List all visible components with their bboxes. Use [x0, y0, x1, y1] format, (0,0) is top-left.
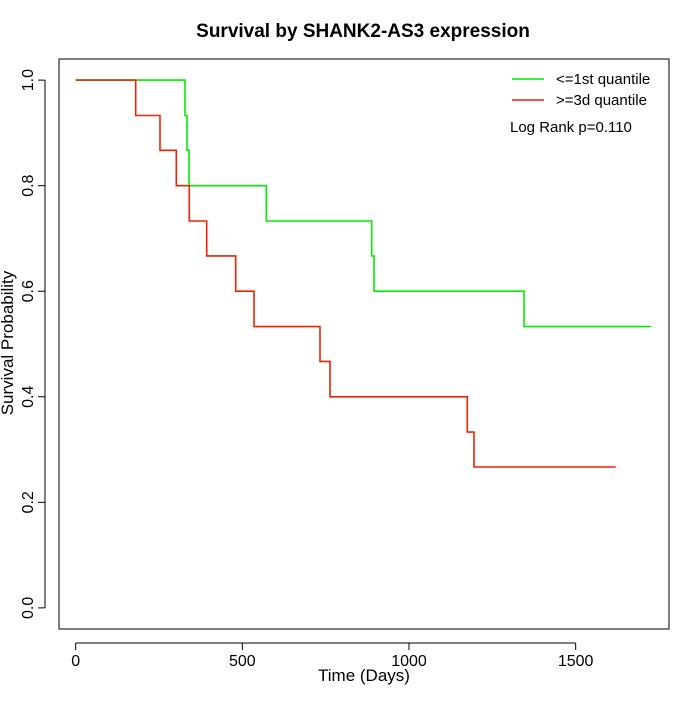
y-tick-label: 0.0 — [20, 597, 37, 619]
x-tick-label: 1000 — [391, 653, 427, 670]
y-tick-label: 0.8 — [20, 174, 37, 196]
plot-frame — [58, 58, 670, 630]
y-tick-label: 1.0 — [20, 69, 37, 91]
x-tick-label: 1500 — [558, 653, 594, 670]
x-axis: 0 500 1000 1500 — [71, 642, 594, 670]
x-tick-label: 500 — [229, 653, 256, 670]
survival-curve-2 — [75, 79, 616, 468]
chart-title: Survival by SHANK2-AS3 expression — [196, 21, 530, 42]
x-axis-label: Time (Days) — [318, 666, 410, 685]
y-tick-label: 0.6 — [20, 280, 37, 302]
y-axis-label: Survival Probability — [0, 270, 17, 415]
legend-label: >=3d quantile — [556, 92, 647, 109]
x-tick-label: 0 — [71, 653, 80, 670]
y-tick-label: 0.2 — [20, 491, 37, 513]
series-group — [75, 79, 651, 468]
log-rank-annotation: Log Rank p=0.110 — [510, 119, 632, 136]
survival-curve-1 — [75, 79, 651, 328]
legend-label: <=1st quantile — [556, 71, 650, 88]
y-axis: 0.0 0.2 0.4 0.6 0.8 1.0 — [20, 69, 46, 619]
legend: <=1st quantile >=3d quantile — [512, 71, 650, 109]
y-tick-label: 0.4 — [20, 386, 37, 408]
